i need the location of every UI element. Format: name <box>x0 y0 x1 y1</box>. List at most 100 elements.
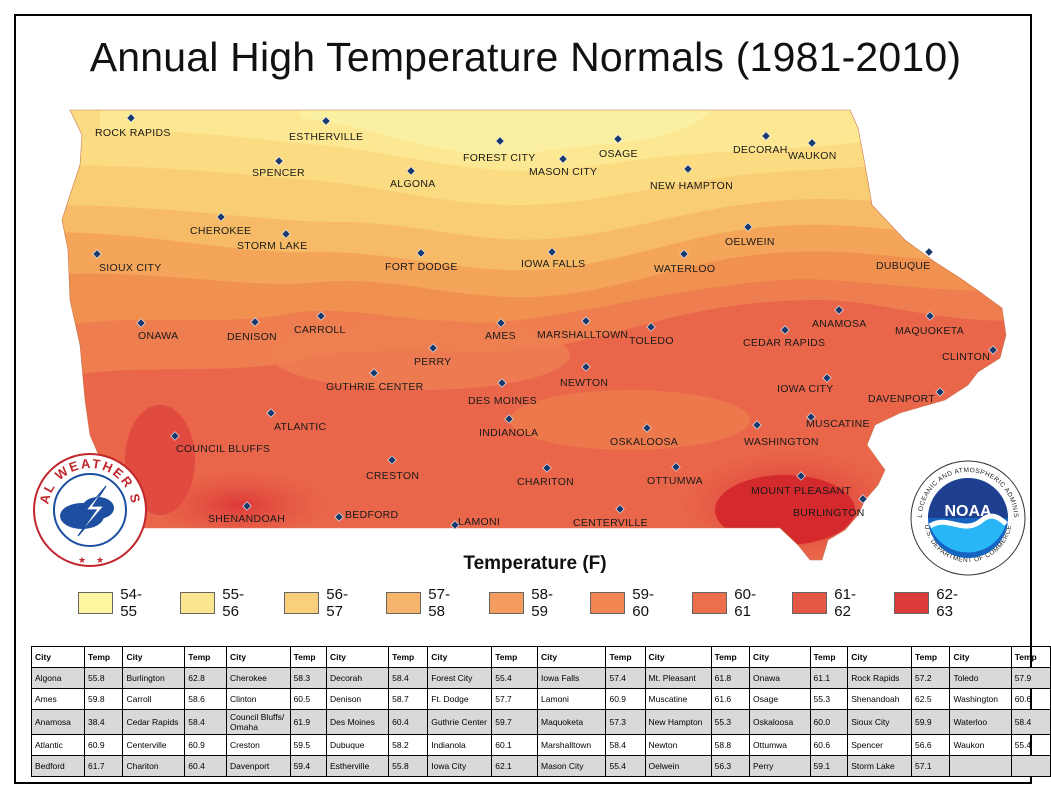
city-marker-icon <box>796 471 806 481</box>
legend-item: 61-62 <box>792 586 865 620</box>
header-city: City <box>30 646 86 668</box>
city-cell: Clinton <box>226 688 291 710</box>
temp-cell: 61.6 <box>710 688 751 710</box>
header-temp: Temp <box>809 646 849 668</box>
city-label: CHARITON <box>517 476 574 488</box>
city-cell: Oskaloosa <box>749 709 811 735</box>
svg-text:★: ★ <box>96 555 104 565</box>
city-label: WASHINGTON <box>744 436 819 448</box>
city-label: PERRY <box>414 356 452 368</box>
city-label: BURLINGTON <box>793 507 865 519</box>
temp-cell: 57.2 <box>911 667 951 689</box>
temp-cell: 58.4 <box>605 734 646 756</box>
city-marker-icon <box>406 166 416 176</box>
city-cell: Guthrie Center <box>427 709 493 735</box>
city-label: SIOUX CITY <box>99 262 162 274</box>
city-cell: Davenport <box>226 755 291 777</box>
temp-cell: 55.3 <box>809 688 849 710</box>
city-label: OSAGE <box>599 148 638 160</box>
city-iowa-city: IOWA CITY <box>777 373 833 395</box>
city-lamoni: LAMONI <box>450 516 500 530</box>
city-label: MARSHALLTOWN <box>537 329 628 341</box>
city-cell: Waukon <box>949 734 1012 756</box>
city-label: OTTUMWA <box>647 475 703 487</box>
header-temp: Temp <box>388 646 429 668</box>
city-cell: Rock Rapids <box>847 667 913 689</box>
city-label: CHEROKEE <box>190 225 251 237</box>
city-cell: Marshalltown <box>537 734 607 756</box>
temp-cell: 58.2 <box>388 734 429 756</box>
city-oskaloosa: OSKALOOSA <box>610 423 678 448</box>
temp-cell: 59.1 <box>809 755 849 777</box>
temp-cell: 62.8 <box>184 667 228 689</box>
city-marker-icon <box>679 249 689 259</box>
city-cell: Washington <box>949 688 1012 710</box>
city-cherokee: CHEROKEE <box>190 212 251 237</box>
temp-cell: 58.8 <box>710 734 751 756</box>
legend-label: 61-62 <box>834 586 856 620</box>
city-spencer: SPENCER <box>252 156 305 179</box>
city-waterloo: WATERLOO <box>654 249 715 275</box>
city-label: FOREST CITY <box>463 152 536 164</box>
city-label: ALGONA <box>390 178 436 190</box>
header-temp: Temp <box>911 646 951 668</box>
map-title: Annual High Temperature Normals (1981-20… <box>89 34 962 80</box>
legend-swatch <box>386 592 422 614</box>
city-label: BEDFORD <box>345 509 399 521</box>
city-marker-icon <box>743 222 753 232</box>
city-cell: Mt. Pleasant <box>644 667 712 689</box>
city-marker-icon <box>250 317 260 327</box>
city-toledo: TOLEDO <box>629 322 673 347</box>
city-clinton: CLINTON <box>942 345 998 363</box>
temp-cell: 60.1 <box>491 734 539 756</box>
city-marshalltown: MARSHALLTOWN <box>537 316 628 341</box>
city-newton: NEWTON <box>560 362 608 389</box>
temp-cell: 57.1 <box>911 755 951 777</box>
temp-cell: 58.7 <box>388 688 429 710</box>
city-marker-icon <box>126 113 136 123</box>
city-marker-icon <box>281 229 291 239</box>
legend-label: 56-57 <box>326 586 348 620</box>
city-marker-icon <box>504 414 514 424</box>
legend-label: 57-58 <box>428 586 450 620</box>
legend-label: 59-60 <box>632 586 654 620</box>
city-cell: Ames <box>30 688 86 710</box>
city-cell: Carroll <box>122 688 186 710</box>
city-ames: AMES <box>485 318 516 342</box>
city-label: AMES <box>485 330 516 342</box>
city-forest-city: FOREST CITY <box>463 136 536 164</box>
temp-cell: 61.9 <box>289 709 327 735</box>
city-label: CENTERVILLE <box>573 517 648 529</box>
legend-title: Temperature (F) <box>463 553 607 574</box>
city-label: FORT DODGE <box>385 261 458 273</box>
city-cedar-rapids: CEDAR RAPIDS <box>743 325 825 349</box>
legend-swatch <box>692 592 728 614</box>
temp-cell: 57.7 <box>491 688 539 710</box>
city-marker-icon <box>416 248 426 258</box>
noaa-wordmark: NOAA <box>944 503 992 520</box>
header-city: City <box>427 646 493 668</box>
temp-cell: 55.4 <box>491 667 539 689</box>
temp-cell: 56.3 <box>710 755 751 777</box>
temp-cell: 58.3 <box>289 667 327 689</box>
city-cell: Forest City <box>427 667 493 689</box>
city-cell: Onawa <box>749 667 811 689</box>
city-marker-icon <box>495 136 505 146</box>
city-cell: Muscatine <box>644 688 712 710</box>
city-cell: Oelwein <box>644 755 712 777</box>
table-row: Algona 55.8 Burlington 62.8 Cherokee 58.3 Deco… <box>30 667 1051 689</box>
city-label: SPENCER <box>252 167 305 179</box>
city-label: DAVENPORT <box>868 393 935 405</box>
city-markers: ROCK RAPIDS ESTHERVILLE FOREST CITY OSAGE DE… <box>92 113 998 530</box>
city-cell: Cedar Rapids <box>122 709 186 735</box>
city-marker-icon <box>497 378 507 388</box>
city-marker-icon <box>316 311 326 321</box>
temp-cell: 60.9 <box>605 688 646 710</box>
legend-swatch <box>590 592 626 614</box>
temp-cell: 60.4 <box>184 755 228 777</box>
city-label: COUNCIL BLUFFS <box>176 443 270 455</box>
city-cell: Council Bluffs/ Omaha <box>226 709 291 735</box>
temp-cell: 59.5 <box>289 734 327 756</box>
city-marker-icon <box>274 156 284 166</box>
city-marker-icon <box>581 362 591 372</box>
